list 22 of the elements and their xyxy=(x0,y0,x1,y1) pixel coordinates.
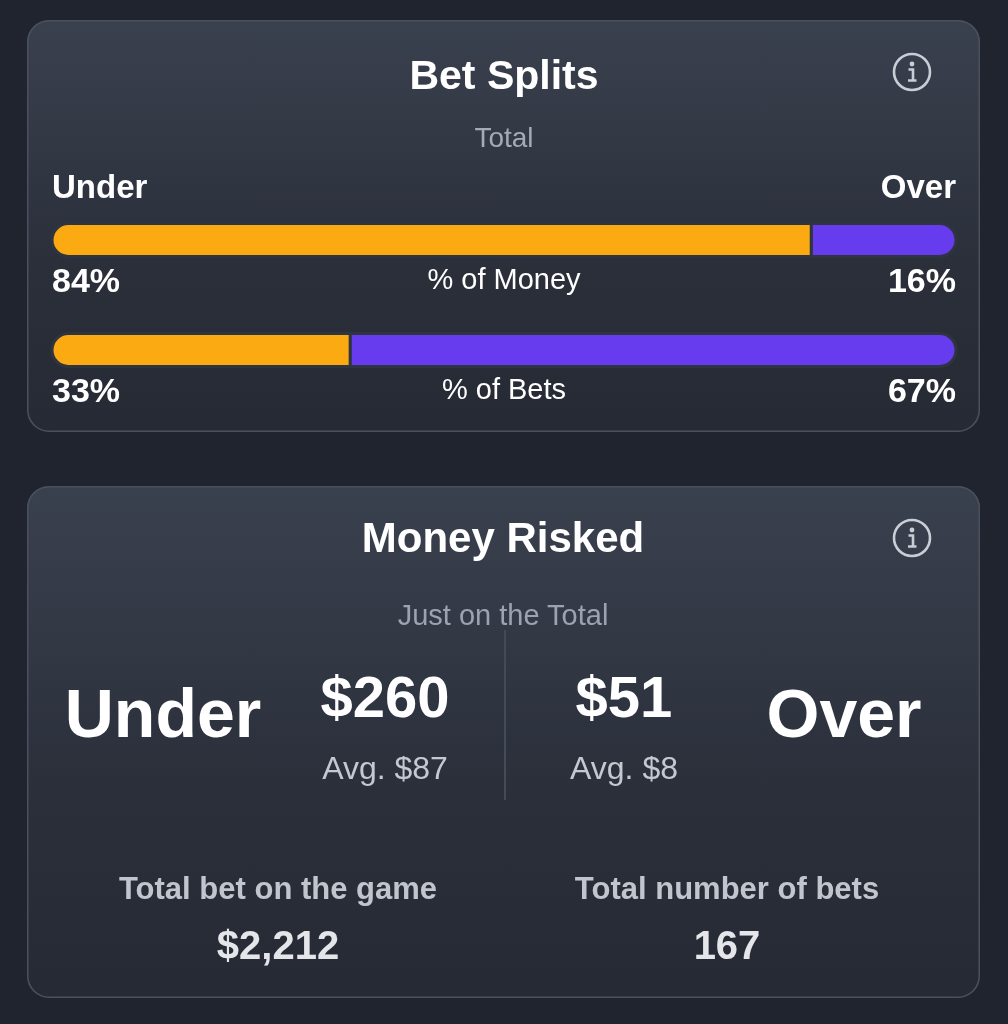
data-label: 84% xyxy=(52,261,121,299)
series-label: Under xyxy=(52,168,148,205)
chart-title: Bet Splits xyxy=(409,52,599,98)
data-label: 16% xyxy=(887,261,956,299)
chart-subtitle: Total xyxy=(474,122,534,153)
data-label: 33% xyxy=(52,371,121,409)
text: $260 xyxy=(320,664,450,729)
y-tick-label: % of Bets xyxy=(441,373,567,405)
text: Total number of bets xyxy=(574,870,880,906)
text: Over xyxy=(766,675,922,751)
text: $2,212 xyxy=(216,923,340,967)
y-tick-label: % of Money xyxy=(427,263,582,295)
text: Avg. $87 xyxy=(322,750,448,786)
text: Money Risked xyxy=(361,514,645,561)
data-label: 67% xyxy=(887,371,956,409)
text: Under xyxy=(64,675,262,751)
text: 167 xyxy=(693,923,761,967)
text: Just on the Total xyxy=(397,598,609,631)
text: Avg. $8 xyxy=(570,750,678,786)
series-label: Over xyxy=(880,168,957,205)
text: $51 xyxy=(575,664,673,729)
text: Total bet on the game xyxy=(118,870,438,906)
